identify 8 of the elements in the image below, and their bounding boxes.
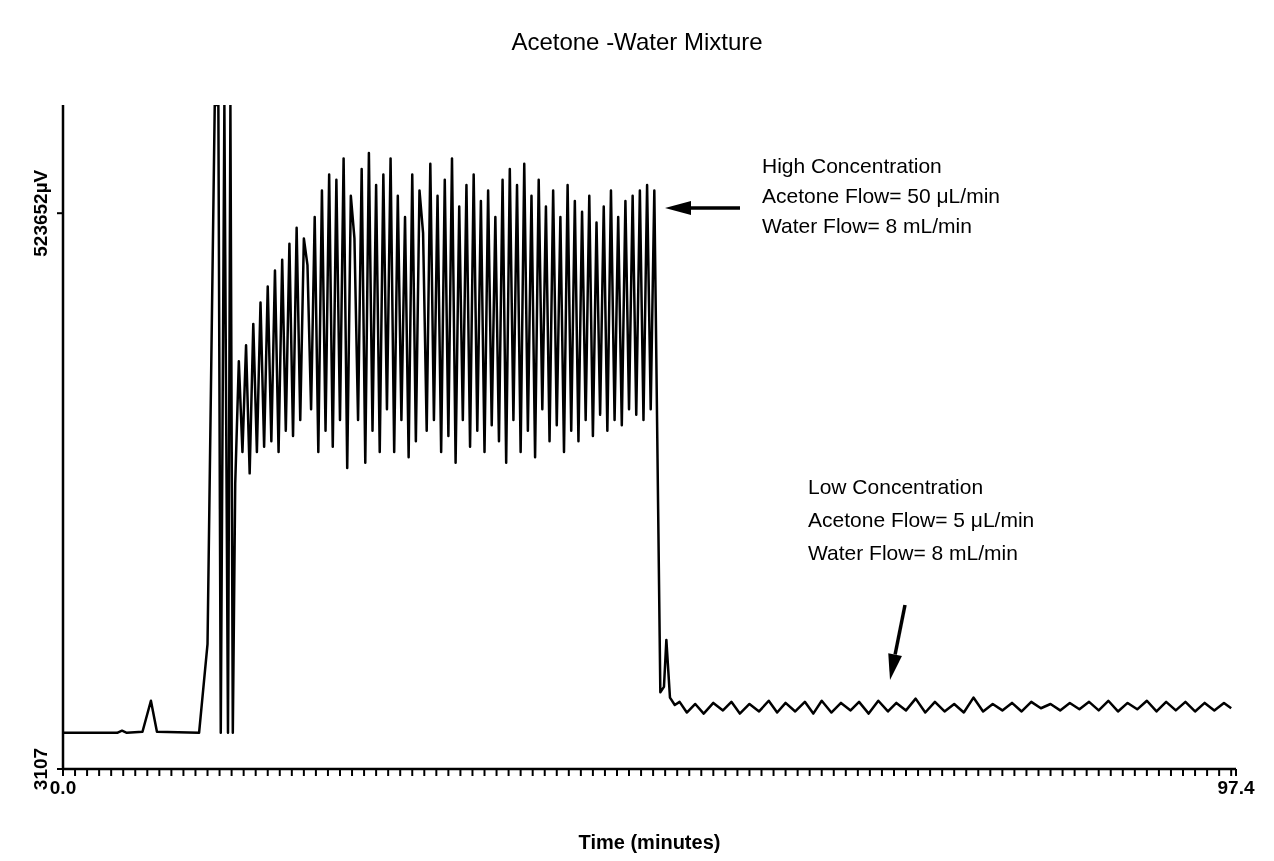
annotation: Low Concentration Acetone Flow= 5 μL/min Water Flow= 8 mL/min <box>808 475 1035 564</box>
x-tick-label: 97.4 <box>1217 777 1255 798</box>
y-tick-label: 523652µV <box>30 169 51 257</box>
x-axis-title: Time (minutes) <box>578 831 721 853</box>
annotation: High Concentration Acetone Flow= 50 μL/min Water Flow= 8 mL/min <box>762 154 1000 237</box>
y-tick-label: 3107 <box>30 747 51 791</box>
x-tick-label: 0.0 <box>49 777 77 798</box>
chart-title: Acetone -Water Mixture <box>510 28 764 56</box>
